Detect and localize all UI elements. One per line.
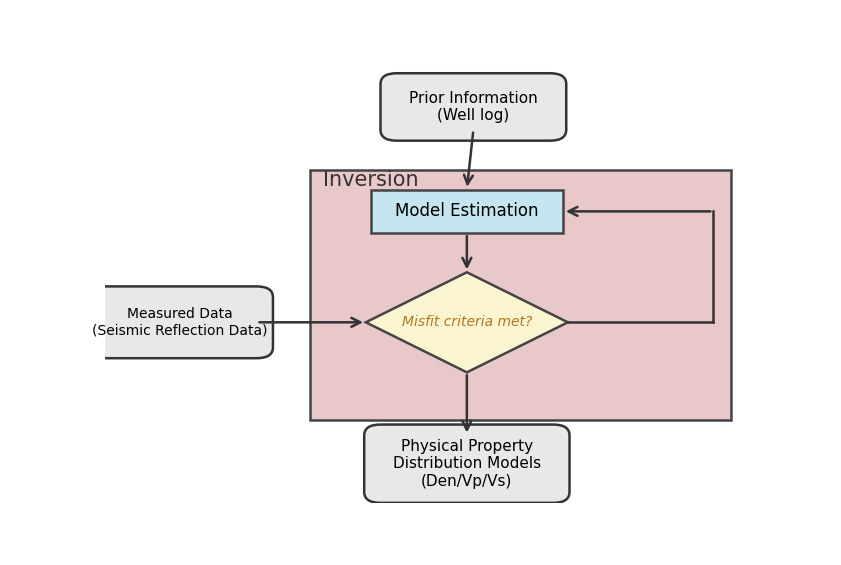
Text: Prior Information
(Well log): Prior Information (Well log) (409, 91, 537, 123)
FancyBboxPatch shape (87, 286, 273, 358)
FancyBboxPatch shape (371, 190, 563, 233)
Text: Misfit criteria met?: Misfit criteria met? (402, 315, 532, 329)
Text: Inversion: Inversion (324, 170, 419, 190)
Polygon shape (366, 272, 568, 372)
FancyBboxPatch shape (380, 73, 566, 141)
Text: Model Estimation: Model Estimation (395, 202, 538, 220)
FancyBboxPatch shape (310, 170, 731, 420)
Text: Physical Property
Distribution Models
(Den/Vp/Vs): Physical Property Distribution Models (D… (393, 439, 541, 489)
Text: Measured Data
(Seismic Reflection Data): Measured Data (Seismic Reflection Data) (93, 307, 267, 337)
FancyBboxPatch shape (364, 424, 569, 503)
